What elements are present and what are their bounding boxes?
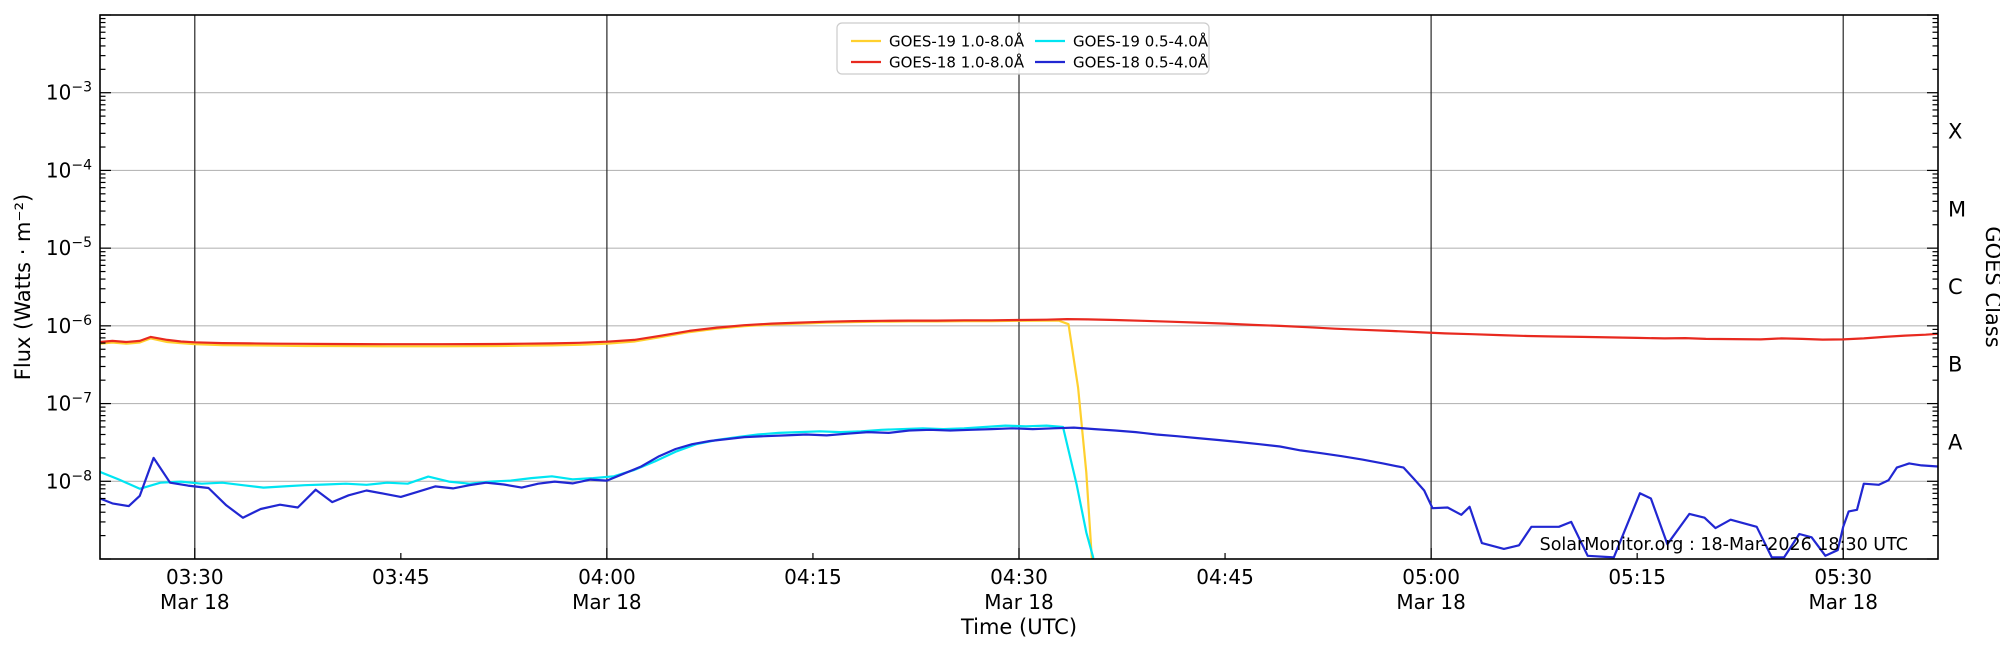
y-tick-label: 10−4 [46,157,92,182]
legend-label: GOES-18 1.0-8.0Å [889,53,1025,72]
legend: GOES-19 1.0-8.0Å GOES-18 1.0-8.0Å GOES-19 … [836,22,1210,75]
y-tick-label: 10−3 [46,80,92,105]
x-tick-label: 05:00 [1402,565,1460,589]
watermark: SolarMonitor.org : 18-Mar-2026 18:30 UTC [1540,535,1908,555]
goes-class-X: X [1948,120,1962,144]
x-tick-date-label: Mar 18 [572,590,642,614]
x-tick-label: 04:15 [784,565,842,589]
x-tick-label: 04:45 [1196,565,1254,589]
x-tick-label: 04:00 [578,565,636,589]
x-ticks [194,548,1844,559]
x-tick-label: 05:15 [1608,565,1666,589]
series-layer [100,318,1938,559]
y-ticks [100,14,1938,560]
series-goes19-short [100,424,1095,559]
y-tick-labels: 10−3 10−4 10−5 10−6 10−7 10−8 [46,80,92,494]
x-axis-title: Time (UTC) [960,615,1077,639]
x-tick-label: 05:30 [1814,565,1872,589]
legend-label: GOES-19 1.0-8.0Å [889,32,1025,51]
y-tick-label: 10−5 [46,235,92,260]
x-tick-date-label: Mar 18 [1808,590,1878,614]
x-tick-label: 03:30 [166,565,224,589]
vertical-gridlines [194,15,1844,559]
y-tick-label: 10−8 [46,468,92,493]
legend-label: GOES-19 0.5-4.0Å [1073,32,1209,51]
goes-class-M: M [1948,197,1966,221]
series-goes18-short [100,426,1938,559]
goes-class-A: A [1948,430,1963,454]
y-tick-label: 10−7 [46,391,92,416]
y-tick-label: 10−6 [46,313,92,338]
x-tick-date-label: Mar 18 [160,590,230,614]
goes-class-C: C [1948,275,1963,299]
legend-box [836,22,1210,75]
x-tick-date-label: Mar 18 [984,590,1054,614]
legend-label: GOES-18 0.5-4.0Å [1073,53,1209,72]
y-axis-title: Flux (Watts · m⁻²) [11,194,35,380]
x-tick-label: 03:45 [372,565,430,589]
secondary-y-axis-title: GOES Class [1981,226,2000,347]
goes-class-B: B [1948,353,1962,377]
goes-class-letters: X M C B A [1948,120,1966,455]
x-tick-label: 04:30 [990,565,1048,589]
x-tick-date-label: Mar 18 [1396,590,1466,614]
series-goes19-long [100,319,1093,559]
series-goes18-long [100,318,1938,346]
